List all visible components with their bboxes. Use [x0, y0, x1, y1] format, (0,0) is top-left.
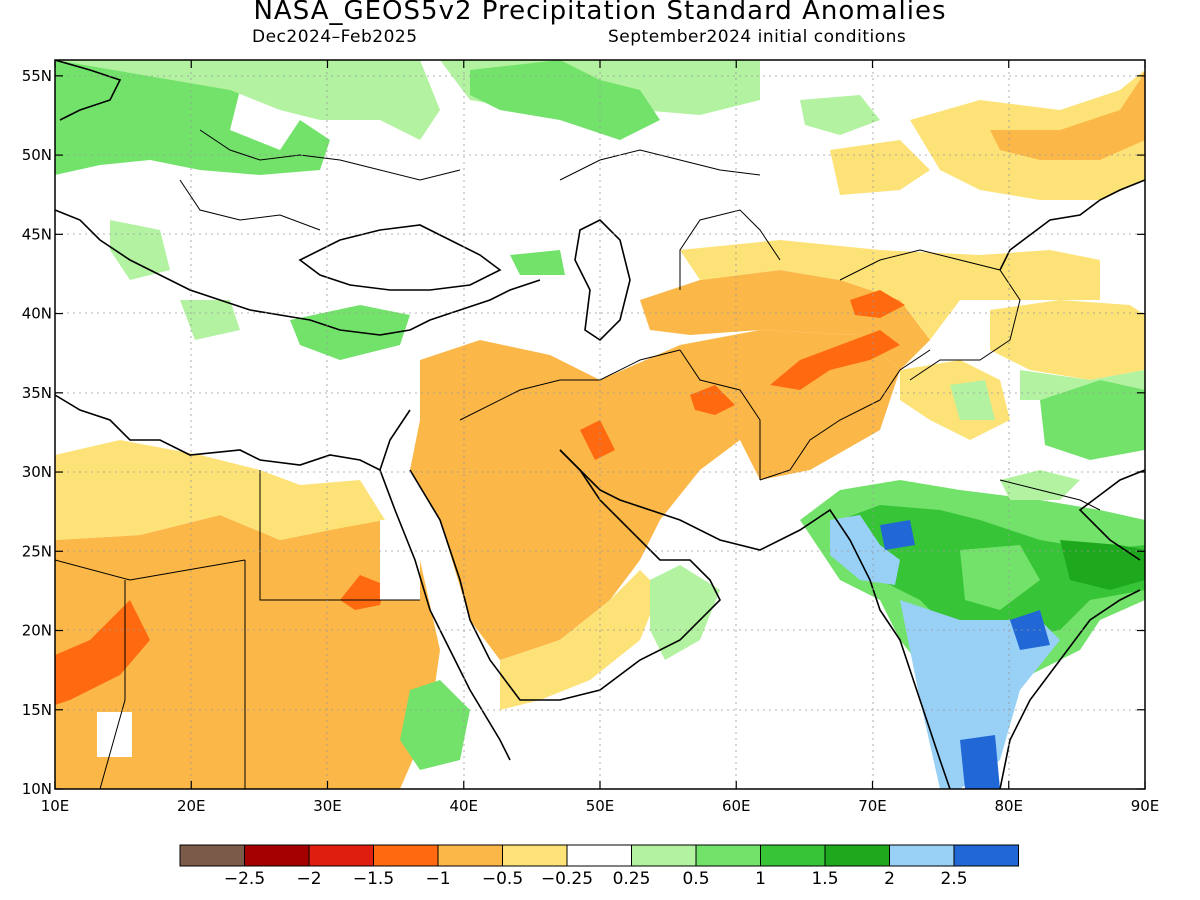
colorbar-label: 1 [755, 869, 766, 889]
gujarat-very-wet-anomaly [830, 515, 900, 585]
colorbar-swatch [631, 844, 697, 867]
colorbar-swatch [308, 844, 374, 867]
caucasus-wet-anomaly [510, 250, 565, 275]
lon-tick-label: 20E [177, 797, 206, 815]
lon-tick-label: 50E [586, 797, 615, 815]
colorbar-label: 2 [884, 869, 895, 889]
colorbar-label: −0.5 [482, 869, 523, 889]
tibet-wet-anomaly [950, 380, 995, 420]
lon-tick-label: 10E [41, 797, 70, 815]
lon-tick-label: 80E [994, 797, 1023, 815]
colorbar-label: 2.5 [940, 869, 967, 889]
colorbar-label: −1.5 [353, 869, 394, 889]
sahara-light-anomaly [55, 440, 385, 540]
colorbar-swatch [437, 844, 503, 867]
colorbar-label: 0.25 [613, 869, 651, 889]
lon-tick-label: 70E [858, 797, 887, 815]
india-very-wet-anomaly [1060, 540, 1145, 590]
colorbar-swatch [566, 844, 632, 867]
lat-tick-label: 55N [22, 67, 52, 85]
colorbar: −2.5 −2 −1.5 −1 −0.5 −0.25 0.25 0.5 1 1.5 2 2.5 [179, 844, 1019, 889]
europe-wet-anomaly [55, 60, 330, 175]
colorbar-swatch [179, 844, 245, 867]
colorbar-swatch [889, 844, 955, 867]
india-extreme-wet-anomaly [880, 520, 915, 550]
east-asia-light-anomaly [990, 300, 1145, 380]
colorbar-label: −2.5 [224, 869, 265, 889]
axis-ticks: 10E 20E 30E 40E 50E 60E 70E 80E 90E 10N 15N 20N 25N 3… [22, 60, 1160, 815]
lon-tick-label: 30E [313, 797, 342, 815]
initial-conditions: September2024 initial conditions [608, 27, 907, 47]
colorbar-swatch [244, 844, 310, 867]
afghanistan-dark-anomaly [770, 330, 900, 390]
colorbar-swatch [760, 844, 826, 867]
sahel-dark-anomaly [55, 600, 150, 705]
scandinavia-wet-anomaly [55, 85, 95, 115]
lat-tick-label: 10N [22, 780, 52, 798]
colorbar-swatch [953, 844, 1019, 867]
russia-wet-anomaly [470, 60, 660, 140]
lat-tick-label: 35N [22, 384, 52, 402]
colorbar-label: −2 [296, 869, 321, 889]
anomaly-field [55, 60, 1145, 789]
siberia-orange-anomaly [990, 70, 1145, 160]
coastlines [55, 60, 1145, 789]
east-india-extreme-wet-anomaly [1010, 610, 1050, 650]
lat-tick-label: 50N [22, 146, 52, 164]
colorbar-label: 1.5 [811, 869, 838, 889]
tajik-dark-anomaly [850, 290, 905, 318]
lon-tick-label: 40E [449, 797, 478, 815]
balkan-light-wet-anomaly [110, 220, 170, 280]
colorbar-swatch [502, 844, 568, 867]
deccan-extreme-wet-anomaly [960, 735, 1000, 789]
turkey-wet-anomaly [290, 305, 410, 360]
map-title: NASA_GEOS5v2 Precipitation Standard Anom… [253, 0, 947, 26]
central-asia-light-anomaly [680, 240, 1100, 340]
lat-tick-label: 25N [22, 542, 52, 560]
africa-dry-anomaly [55, 515, 440, 789]
nepal-light-wet-anomaly [1000, 470, 1080, 500]
forecast-period: Dec2024–Feb2025 [252, 27, 418, 47]
lon-tick-label: 90E [1131, 797, 1160, 815]
china-wet-anomaly [1040, 380, 1145, 460]
urals-light-wet-anomaly [800, 95, 880, 135]
graticule [55, 60, 1145, 789]
colorbar-swatch [824, 844, 890, 867]
colorbar-label: −1 [425, 869, 450, 889]
lat-tick-label: 40N [22, 305, 52, 323]
lat-tick-label: 15N [22, 701, 52, 719]
europe-light-wet-anomaly [55, 60, 440, 140]
china-light-wet-anomaly [1020, 370, 1145, 400]
political-borders [55, 129, 1101, 789]
ethiopia-wet-anomaly [400, 680, 470, 770]
sudan-dark-anomaly [340, 575, 385, 610]
arabia-dry-anomaly [410, 330, 900, 660]
colorbar-swatch [373, 844, 439, 867]
lon-tick-label: 60E [722, 797, 751, 815]
india-core-anomaly [960, 545, 1040, 610]
colorbar-label: 0.5 [682, 869, 709, 889]
caspian-region-anomaly [640, 270, 930, 370]
iraq-dark-anomaly [580, 420, 615, 460]
lat-tick-label: 45N [22, 225, 52, 243]
arabia-light-anomaly [500, 570, 660, 710]
lat-tick-label: 20N [22, 622, 52, 640]
colorbar-swatch [695, 844, 761, 867]
arabia-light-wet-anomaly [650, 565, 720, 660]
mongolia-light-anomaly [830, 140, 930, 195]
lat-tick-label: 30N [22, 463, 52, 481]
colorbar-label: −0.25 [541, 869, 593, 889]
greece-light-wet-anomaly [180, 300, 240, 340]
iran-dark-anomaly [690, 385, 735, 415]
